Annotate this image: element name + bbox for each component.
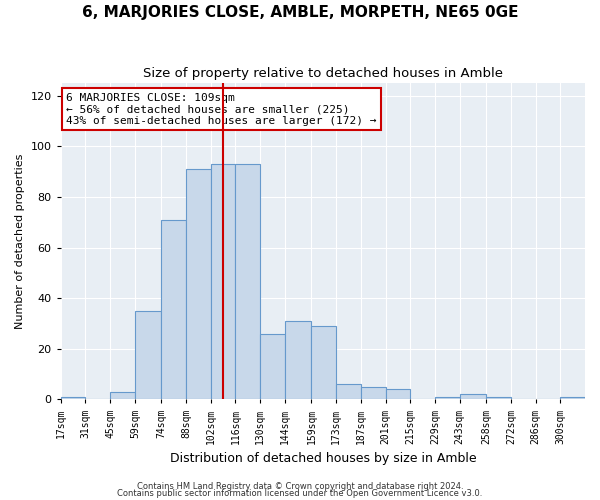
Text: Contains HM Land Registry data © Crown copyright and database right 2024.: Contains HM Land Registry data © Crown c… <box>137 482 463 491</box>
Text: 6 MARJORIES CLOSE: 109sqm
← 56% of detached houses are smaller (225)
43% of semi: 6 MARJORIES CLOSE: 109sqm ← 56% of detac… <box>66 92 376 126</box>
Bar <box>486 397 511 400</box>
Text: 6, MARJORIES CLOSE, AMBLE, MORPETH, NE65 0GE: 6, MARJORIES CLOSE, AMBLE, MORPETH, NE65… <box>82 5 518 20</box>
Title: Size of property relative to detached houses in Amble: Size of property relative to detached ho… <box>143 68 503 80</box>
Bar <box>285 321 311 400</box>
X-axis label: Distribution of detached houses by size in Amble: Distribution of detached houses by size … <box>170 452 476 465</box>
Bar <box>560 397 585 400</box>
Bar <box>186 169 211 400</box>
Bar <box>311 326 336 400</box>
Bar <box>161 220 186 400</box>
Bar <box>361 386 386 400</box>
Bar <box>235 164 260 400</box>
Bar <box>61 397 85 400</box>
Text: Contains public sector information licensed under the Open Government Licence v3: Contains public sector information licen… <box>118 490 482 498</box>
Bar <box>260 334 285 400</box>
Bar <box>110 392 135 400</box>
Bar <box>460 394 486 400</box>
Bar <box>336 384 361 400</box>
Bar <box>135 311 161 400</box>
Bar <box>211 164 235 400</box>
Bar <box>386 390 410 400</box>
Bar <box>435 397 460 400</box>
Y-axis label: Number of detached properties: Number of detached properties <box>15 154 25 329</box>
